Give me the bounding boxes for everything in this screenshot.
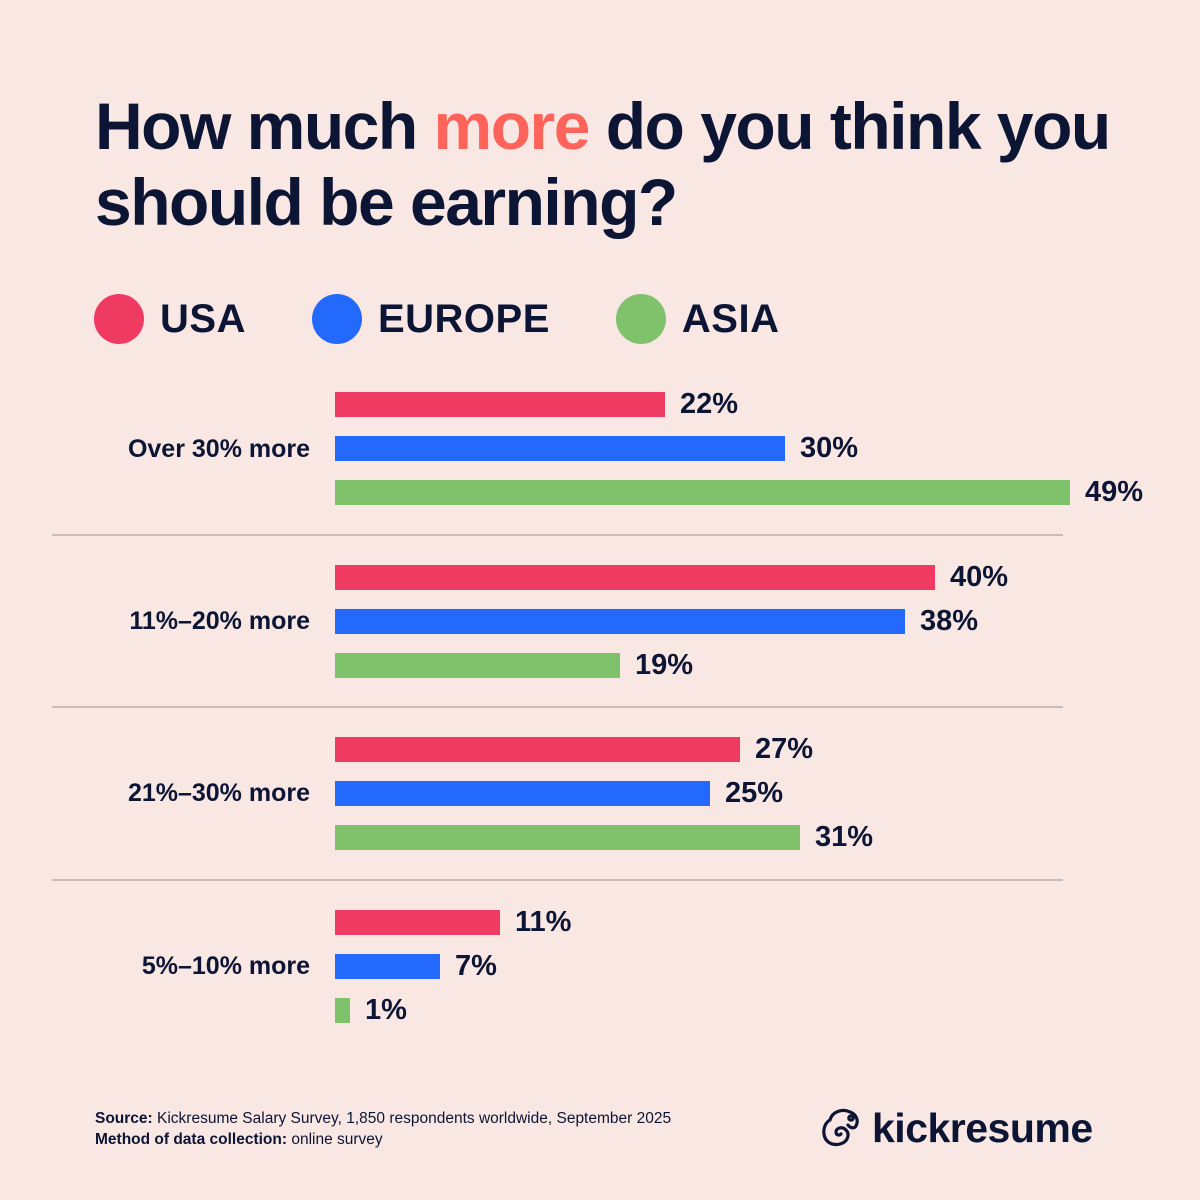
bar-value: 31%	[815, 821, 874, 853]
bar-row-europe: 38%	[335, 605, 978, 637]
bar-value: 22%	[680, 388, 739, 420]
bar-value: 7%	[455, 950, 497, 982]
divider	[52, 879, 1063, 881]
category-label: 11%–20% more	[129, 607, 310, 635]
bar-group-21-30: 21%–30% more 27% 25% 31%	[0, 733, 1200, 869]
source-line: Source: Kickresume Salary Survey, 1,850 …	[95, 1108, 671, 1129]
bar-row-usa: 40%	[335, 561, 1008, 593]
bar-value: 40%	[950, 561, 1009, 593]
title-text: How much	[95, 89, 434, 163]
bar-usa	[335, 737, 740, 762]
bar-asia	[335, 825, 800, 850]
category-label: 21%–30% more	[127, 779, 310, 807]
kickresume-logo: kickresume	[820, 1104, 1093, 1153]
legend-label: EUROPE	[377, 296, 550, 341]
title-text-end: do you think you should be earning?	[95, 89, 1111, 239]
legend: USA EUROPE ASIA	[94, 294, 845, 344]
bar-group-over-30: Over 30% more 22% 30% 49%	[0, 388, 1200, 524]
source-label: Source:	[95, 1110, 153, 1127]
bar-row-europe: 7%	[335, 950, 497, 982]
bar-row-europe: 30%	[335, 432, 858, 464]
legend-label: ASIA	[681, 296, 780, 341]
bar-value: 1%	[365, 994, 407, 1026]
divider	[52, 534, 1063, 536]
bar-row-usa: 22%	[335, 388, 738, 420]
chart-title: How much more do you think you should be…	[95, 88, 1145, 240]
usa-dot-icon	[94, 294, 144, 344]
chameleon-logo-icon	[820, 1104, 864, 1153]
method-line: Method of data collection: online survey	[95, 1129, 671, 1150]
bar-asia	[335, 998, 350, 1023]
bar-value: 11%	[515, 906, 572, 938]
bar-row-asia: 19%	[335, 649, 693, 681]
bar-europe	[335, 954, 440, 979]
method-text: online survey	[287, 1131, 383, 1148]
legend-item-asia: ASIA	[615, 294, 780, 344]
bar-europe	[335, 609, 905, 634]
bar-asia	[335, 480, 1070, 505]
logo-text: kickresume	[872, 1105, 1093, 1151]
bar-value: 25%	[725, 777, 784, 809]
source-text: Kickresume Salary Survey, 1,850 responde…	[152, 1110, 672, 1127]
europe-dot-icon	[311, 294, 362, 344]
category-label: 5%–10% more	[141, 952, 310, 980]
legend-item-usa: USA	[94, 294, 246, 344]
bar-row-europe: 25%	[335, 777, 783, 809]
bar-value: 27%	[755, 733, 814, 765]
legend-label: USA	[160, 296, 246, 341]
bar-value: 38%	[920, 605, 979, 637]
bar-value: 30%	[800, 432, 859, 464]
bar-group-11-20: 11%–20% more 40% 38% 19%	[0, 561, 1200, 697]
bar-value: 49%	[1085, 476, 1144, 508]
title-accent: more	[433, 89, 591, 163]
asia-dot-icon	[615, 294, 666, 344]
category-label: Over 30% more	[127, 435, 310, 463]
bar-row-asia: 1%	[335, 994, 407, 1026]
method-label: Method of data collection:	[95, 1131, 288, 1148]
bar-row-usa: 27%	[335, 733, 813, 765]
bar-usa	[335, 910, 500, 935]
bar-row-asia: 49%	[335, 476, 1143, 508]
footer-notes: Source: Kickresume Salary Survey, 1,850 …	[95, 1108, 671, 1150]
bar-row-usa: 11%	[335, 906, 571, 938]
divider	[52, 706, 1063, 708]
legend-item-europe: EUROPE	[311, 294, 550, 344]
bar-europe	[335, 781, 710, 806]
bar-value: 19%	[635, 649, 694, 681]
bar-group-5-10: 5%–10% more 11% 7% 1%	[0, 906, 1200, 1042]
bar-usa	[335, 392, 665, 417]
bar-asia	[335, 653, 620, 678]
bar-row-asia: 31%	[335, 821, 873, 853]
bar-europe	[335, 436, 785, 461]
bar-usa	[335, 565, 935, 590]
